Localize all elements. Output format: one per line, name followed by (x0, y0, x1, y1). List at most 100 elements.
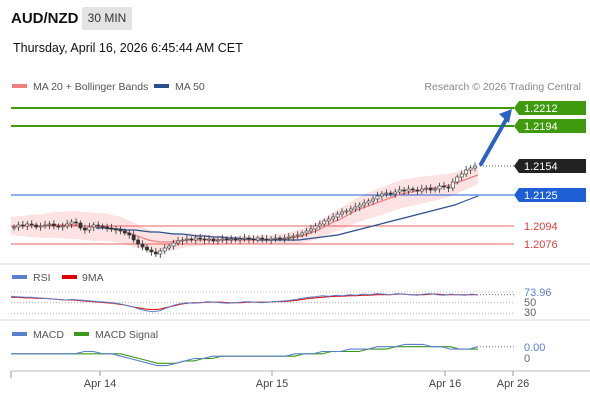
candle-up (91, 224, 96, 228)
ma20-legend-label: MA 20 + Bollinger Bands (33, 81, 148, 93)
candle-up (238, 238, 242, 241)
rsi-tick-label: 73.96 (524, 287, 552, 299)
candle-up (331, 216, 336, 220)
candle-up (353, 206, 358, 210)
candle-up (335, 213, 340, 218)
candle-up (242, 237, 247, 240)
candle-up (269, 238, 273, 241)
resistance-1-tag (514, 101, 586, 115)
rsi-ma9-legend-label: 9MA (82, 272, 104, 284)
price-tags: 1.2212 1.2194 1.2154 1.2125 1.2094 1.2076 (514, 101, 586, 251)
candle-up (167, 245, 172, 249)
candle-up (295, 234, 300, 237)
candle-up (380, 193, 384, 197)
candle-down (446, 186, 451, 189)
candle-down (202, 238, 207, 241)
macd-signal-legend-swatch (74, 332, 89, 336)
ma50-line (96, 195, 479, 241)
x-axis-label: Apr 16 (429, 378, 461, 390)
candle-up (286, 236, 291, 239)
candle-up (25, 223, 30, 227)
legend: MA 20 + Bollinger Bands MA 50 Research ©… (12, 81, 581, 93)
candle-down (198, 237, 203, 240)
candle-up (300, 232, 305, 236)
candle-up (171, 242, 176, 247)
candle-up (393, 191, 398, 195)
candle-up (340, 211, 344, 215)
candle-up (291, 235, 296, 238)
rsi-line (10, 293, 479, 313)
candle-up (437, 185, 442, 190)
resistance-2-label: 1.2194 (524, 121, 558, 133)
candle-down (83, 227, 87, 231)
macd-legend-swatch (12, 332, 27, 336)
candle-up (176, 240, 180, 244)
macd-legend-label: MACD (33, 329, 64, 341)
candle-down (260, 237, 265, 240)
chart-datetime: Thursday, April 16, 2026 6:45:44 AM CET (13, 41, 243, 55)
candle-down (388, 192, 393, 195)
candle-up (424, 187, 429, 190)
candle-down (29, 223, 34, 226)
candle-up (397, 189, 402, 193)
candle-up (468, 167, 473, 171)
candle-up (255, 237, 260, 241)
candle-down (411, 188, 415, 191)
rsi-ma9-legend-swatch (62, 275, 77, 279)
candle-down (233, 238, 238, 241)
candle-up (366, 200, 371, 204)
symbol-title: AUD/NZD (11, 10, 79, 27)
x-axis-label: Apr 15 (256, 378, 288, 390)
candle-down (78, 222, 83, 229)
last-price-tag (514, 159, 586, 173)
ma50-legend-swatch (154, 84, 169, 88)
candle-up (450, 181, 455, 189)
candle-down (140, 243, 145, 248)
candle-down (211, 238, 216, 242)
macd-legend: MACD MACD Signal (12, 329, 158, 341)
forecast-arrow-head (499, 109, 512, 123)
macd-line (11, 343, 479, 367)
candle-up (282, 237, 287, 240)
timeframe-button[interactable]: 30 MIN (82, 7, 132, 30)
candle-down (96, 224, 101, 227)
forecast-arrow-shaft (479, 116, 509, 166)
candle-up (313, 225, 318, 230)
candle-down (428, 187, 433, 191)
last-price-label: 1.2154 (524, 161, 558, 173)
candle-up (362, 202, 367, 206)
candle-down (51, 223, 56, 227)
candle-up (344, 210, 349, 213)
candle-up (273, 237, 278, 240)
candle-up (87, 226, 92, 231)
candle-up (326, 218, 331, 222)
candle-down (74, 221, 78, 224)
candle-up (433, 188, 438, 191)
candle-down (109, 227, 114, 230)
candle-up (180, 239, 185, 242)
copyright-text: Research © 2026 Trading Central (424, 81, 581, 93)
x-axis-labels: Apr 14 Apr 15 Apr 16 Apr 26 (84, 371, 529, 390)
support-2-label: 1.2076 (524, 239, 558, 251)
resistance-1-label: 1.2212 (524, 103, 558, 115)
candle-up (229, 238, 234, 241)
candle-up (309, 228, 313, 232)
candle-down (100, 225, 105, 228)
rsi-legend-label: RSI (33, 272, 51, 284)
candle-up (419, 188, 424, 192)
macd-signal-line (11, 346, 478, 364)
rsi-tick-label: 30 (524, 307, 536, 319)
rsi-legend: RSI 9MA (12, 272, 104, 284)
candle-up (38, 225, 43, 228)
ma50-legend-label: MA 50 (175, 81, 205, 93)
resistance-2-tag (514, 119, 586, 133)
rsi-tick-label: 50 (524, 297, 536, 309)
candle-down (20, 224, 25, 227)
candle-up (317, 223, 322, 227)
candle-up (60, 225, 65, 228)
candle-up (16, 224, 21, 228)
candle-up (304, 230, 309, 234)
pivot-tag (514, 188, 586, 202)
candle-down (136, 239, 141, 245)
